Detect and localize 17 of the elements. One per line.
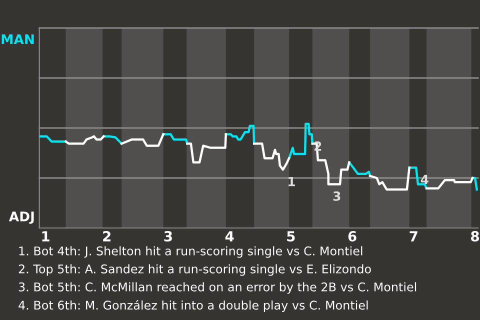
text: 1. Bot 4th: J. Shelton hit a run-scoring single vs C. Montiel [19,246,362,258]
x-tick-label: 8 [471,231,479,242]
x-tick-label: 3 [164,231,172,242]
text: 4. Bot 6th: M. González hit into a double play vs C. Montiel [18,300,368,312]
x-tick-label: 2 [103,231,110,242]
text: 3. Bot 5th: C. McMillan reached on an error by the 2B vs C. Montiel [18,282,416,294]
text: MAN [2,34,34,44]
x-tick-label: 1 [42,231,50,242]
x-tick-label: 7 [410,231,418,242]
x-tick-label: 6 [348,231,356,242]
annotation: 4 [420,174,428,184]
text: ADJ [8,212,34,224]
annotation: 3 [333,191,340,201]
x-tick-label: 4 [225,231,234,242]
text: 2. Top 5th: A. Sandez hit a run-scoring single vs E. Elizondo [18,264,371,276]
x-tick-label: 5 [287,231,295,242]
annotation: 1 [288,176,295,186]
